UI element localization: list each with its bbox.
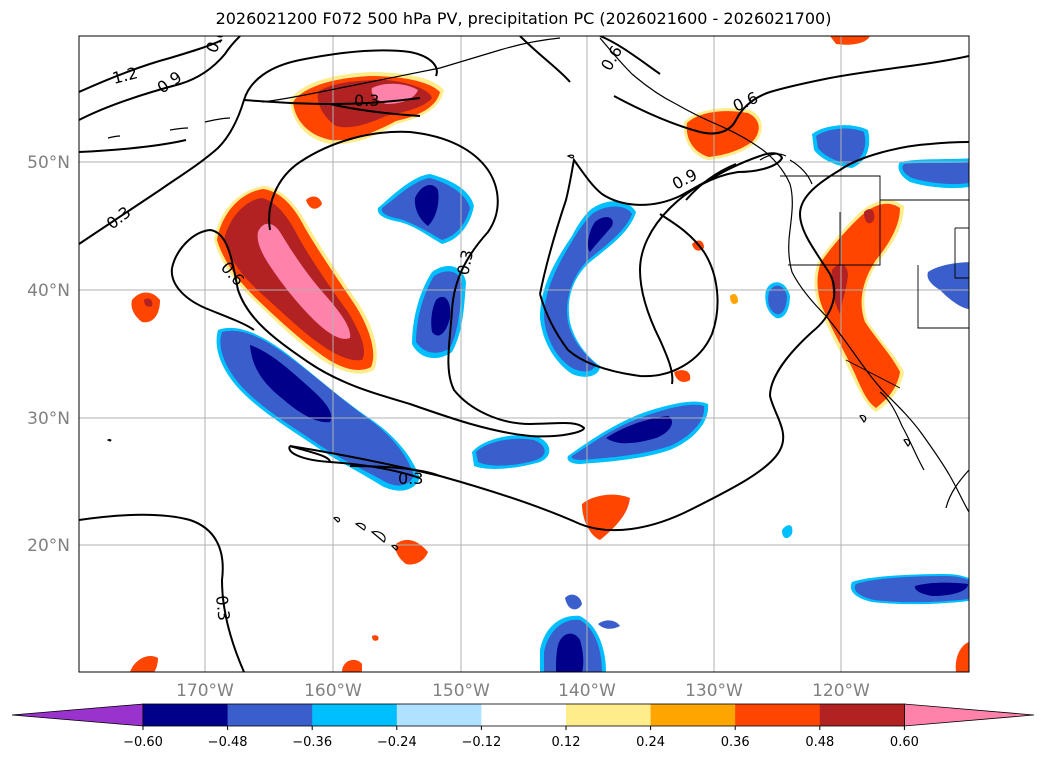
precip-positive-areas	[130, 36, 969, 672]
colorbar-tick-label: 0.12	[552, 735, 581, 750]
lon-label-150w: 150°W	[432, 681, 490, 701]
contour-label: 0.3	[398, 469, 423, 488]
latitude-labels: 50°N 40°N 30°N 20°N	[27, 153, 70, 556]
colorbar-segment	[143, 704, 229, 726]
map-title: 2026021200 F072 500 hPa PV, precipitatio…	[215, 9, 832, 28]
coastlines	[106, 37, 969, 551]
colorbar: −0.60 −0.48 −0.36 −0.24 −0.12 0.12 0.24 0.36 0.4…	[11, 703, 1035, 750]
colorbar-tick-label: −0.36	[292, 735, 332, 750]
map-gridlines	[79, 36, 969, 672]
lon-label-160w: 160°W	[304, 681, 362, 701]
precip-pos-small-b	[395, 539, 428, 565]
colorbar-tick-label: 0.36	[721, 735, 750, 750]
colorbar-segment	[481, 704, 567, 726]
longitude-labels: 170°W 160°W 150°W 140°W 130°W 120°W	[176, 681, 870, 701]
colorbar-outline	[142, 703, 905, 727]
lon-label-130w: 130°W	[685, 681, 743, 701]
colorbar-segment	[735, 704, 821, 726]
lat-label-30n: 30°N	[27, 409, 70, 429]
pv-contours	[79, 36, 969, 672]
contour-label: 0.3	[453, 248, 477, 277]
colorbar-tick-label: −0.48	[208, 735, 248, 750]
lon-label-170w: 170°W	[176, 681, 234, 701]
colorbar-tick-label: 0.24	[636, 735, 665, 750]
colorbar-tick-label: −0.24	[377, 735, 417, 750]
colorbar-segment	[650, 704, 736, 726]
colorbar-extend-high	[904, 703, 1035, 727]
lon-label-140w: 140°W	[558, 681, 616, 701]
colorbar-segment	[312, 704, 398, 726]
colorbar-extend-low	[11, 703, 144, 727]
lat-label-20n: 20°N	[27, 536, 70, 556]
precip-pos-small-c	[131, 292, 160, 323]
precip-neg-interior	[927, 262, 969, 310]
colorbar-segment	[227, 704, 313, 726]
colorbar-tick-label: −0.12	[461, 735, 501, 750]
colorbar-segment	[819, 704, 905, 726]
colorbar-tick-label: 0.48	[805, 735, 834, 750]
colorbar-segment	[396, 704, 482, 726]
contour-label: 0.3	[354, 91, 379, 110]
lon-label-120w: 120°W	[812, 681, 870, 701]
lat-label-40n: 40°N	[27, 281, 70, 301]
precip-negative-areas	[216, 125, 969, 672]
contour-label: 0.3	[212, 594, 234, 621]
colorbar-tick-label: 0.60	[890, 735, 919, 750]
colorbar-tick-label: −0.60	[123, 735, 163, 750]
colorbar-segment	[566, 704, 652, 726]
lat-label-50n: 50°N	[27, 153, 70, 173]
